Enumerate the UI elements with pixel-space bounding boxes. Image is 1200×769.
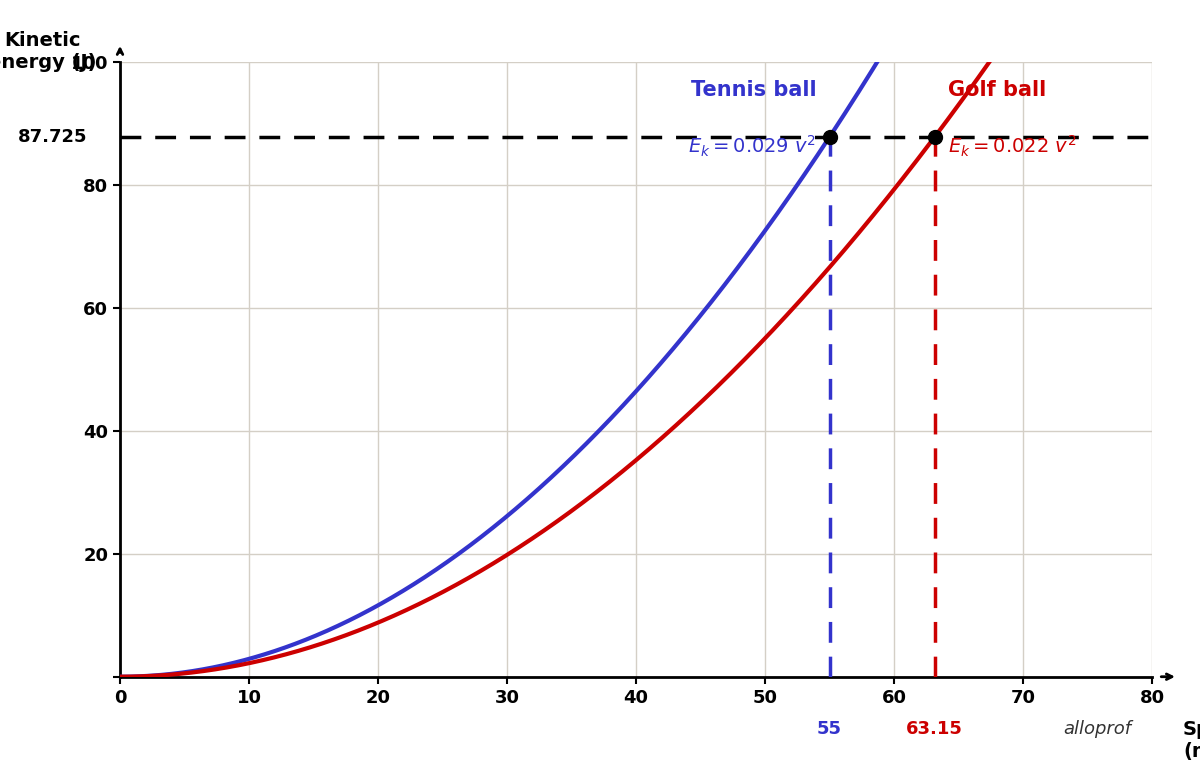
Text: Tennis ball: Tennis ball [691,80,817,100]
Text: alloprof: alloprof [1063,721,1132,738]
Text: Speed
(m/s): Speed (m/s) [1183,720,1200,761]
Text: 55: 55 [817,720,842,737]
Text: 87.725: 87.725 [18,128,88,146]
Text: Golf ball: Golf ball [948,80,1045,100]
Text: Kinetic
energy (J): Kinetic energy (J) [0,31,97,72]
Text: 63.15: 63.15 [906,720,964,737]
Text: $E_k = 0.029\ v^2$: $E_k = 0.029\ v^2$ [689,134,817,159]
Text: $E_k = 0.022\ v^2$: $E_k = 0.022\ v^2$ [948,134,1076,159]
